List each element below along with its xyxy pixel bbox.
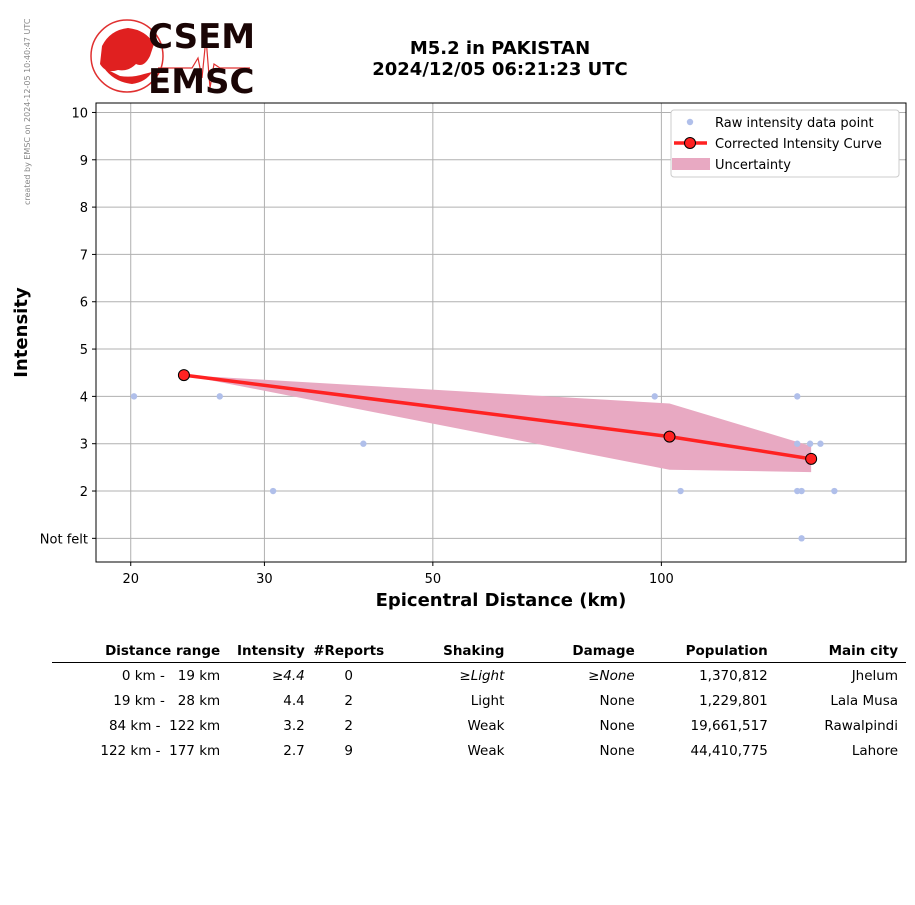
cell-damage: None xyxy=(599,717,635,734)
y-tick-label: 2 xyxy=(80,485,88,500)
raw-data-point xyxy=(216,393,223,400)
header-shaking: Shaking xyxy=(392,640,513,663)
x-tick-label: 20 xyxy=(122,572,139,587)
cell-reports: 2 xyxy=(344,717,353,734)
table-row: 0 km - 19 km ≥4.4 0 ≥Light ≥None 1,370,8… xyxy=(52,663,906,689)
cell-shaking: ≥Light xyxy=(459,667,505,684)
header-damage: Damage xyxy=(512,640,643,663)
cell-population: 1,229,801 xyxy=(699,692,768,709)
page-title: M5.2 in PAKISTAN 2024/12/05 06:21:23 UTC xyxy=(300,38,700,80)
y-tick-label: 8 xyxy=(80,201,88,216)
raw-data-point xyxy=(798,487,805,495)
table-row: 84 km - 122 km 3.2 2 Weak None 19,661,51… xyxy=(52,713,906,738)
header-reports: #Reports xyxy=(312,640,393,663)
y-tick-label: 7 xyxy=(80,248,88,263)
header-intensity: Intensity xyxy=(228,640,313,663)
header-population: Population xyxy=(642,640,776,663)
cell-city: Lahore xyxy=(851,742,898,759)
x-tick-label: 100 xyxy=(649,572,674,587)
cell-city: Jhelum xyxy=(851,667,898,684)
raw-data-point xyxy=(798,535,805,542)
cell-damage: ≥None xyxy=(588,667,635,684)
raw-data-point xyxy=(269,487,277,495)
raw-data-point xyxy=(130,393,138,400)
table-row: 122 km - 177 km 2.7 9 Weak None 44,410,7… xyxy=(52,738,906,763)
raw-data-point xyxy=(806,440,814,447)
legend-raw-label: Raw intensity data point xyxy=(715,116,874,131)
cell-reports: 9 xyxy=(344,742,353,759)
y-tick-label: 4 xyxy=(80,390,88,405)
header-distance-range: Distance range xyxy=(52,640,229,663)
legend-band-label: Uncertainty xyxy=(715,158,791,173)
cell-intensity: ≥4.4 xyxy=(271,667,305,684)
cell-shaking: Weak xyxy=(467,742,505,759)
legend-curve-marker xyxy=(684,137,696,149)
cell-range: 122 km - 177 km xyxy=(100,742,221,759)
y-tick-label: 3 xyxy=(80,438,88,453)
raw-data-point xyxy=(360,440,367,447)
cell-damage: None xyxy=(599,742,635,759)
title-datetime: 2024/12/05 06:21:23 UTC xyxy=(372,59,628,80)
cell-range: 84 km - 122 km xyxy=(108,717,221,734)
cell-city: Lala Musa xyxy=(830,692,898,709)
cell-reports: 2 xyxy=(344,692,353,709)
cell-shaking: Weak xyxy=(467,717,505,734)
table-row: 19 km - 28 km 4.4 2 Light None 1,229,801… xyxy=(52,688,906,713)
x-tick-label: 30 xyxy=(256,572,273,587)
corrected-curve-marker xyxy=(177,369,190,382)
cell-population: 44,410,775 xyxy=(690,742,768,759)
cell-reports: 0 xyxy=(344,667,353,684)
legend-raw-marker xyxy=(686,118,694,126)
legend-band-swatch xyxy=(672,158,710,170)
title-event: M5.2 in PAKISTAN xyxy=(409,38,591,59)
legend-curve-label: Corrected Intensity Curve xyxy=(715,137,882,152)
y-tick-label: 5 xyxy=(80,343,88,358)
intensity-chart: Not felt 2 3 4 5 6 7 8 9 10 20 30 50 100 Epicentral Di… xyxy=(11,102,907,611)
y-tick-label: Not felt xyxy=(40,532,88,547)
raw-data-point xyxy=(651,393,658,400)
plot-frame xyxy=(95,102,907,563)
cell-shaking: Light xyxy=(470,692,505,709)
raw-data-point xyxy=(677,487,684,495)
cell-range: 0 km - 19 km xyxy=(121,667,221,684)
cell-intensity: 3.2 xyxy=(283,717,305,734)
cell-intensity: 2.7 xyxy=(283,742,305,759)
table-header-row: Distance range Intensity #Reports Shakin… xyxy=(52,640,906,663)
x-axis-label: Epicentral Distance (km) xyxy=(376,590,627,611)
corrected-curve-marker xyxy=(663,430,676,443)
raw-data-point xyxy=(794,393,801,400)
logo-emsc-text: EMSC xyxy=(148,62,255,98)
y-axis-label: Intensity xyxy=(11,287,32,378)
y-tick-label: 10 xyxy=(71,106,88,121)
cell-population: 19,661,517 xyxy=(690,717,768,734)
intensity-table: Distance range Intensity #Reports Shakin… xyxy=(52,640,906,763)
raw-data-point xyxy=(794,440,801,447)
x-tick-label: 50 xyxy=(425,572,442,587)
raw-data-point xyxy=(831,487,838,495)
cell-city: Rawalpindi xyxy=(824,717,898,734)
emsc-logo: CSEM EMSC xyxy=(88,16,258,102)
y-tick-label: 9 xyxy=(80,154,88,169)
y-tick-label: 6 xyxy=(80,296,88,311)
corrected-curve-marker xyxy=(805,452,818,465)
logo-csem-text: CSEM xyxy=(148,17,255,57)
cell-range: 19 km - 28 km xyxy=(113,692,221,709)
raw-data-point xyxy=(817,440,824,447)
header-main-city: Main city xyxy=(775,640,906,663)
uncertainty-band xyxy=(183,375,812,473)
cell-population: 1,370,812 xyxy=(699,667,768,684)
cell-intensity: 4.4 xyxy=(283,692,305,709)
cell-damage: None xyxy=(599,692,635,709)
legend-box xyxy=(670,109,900,178)
